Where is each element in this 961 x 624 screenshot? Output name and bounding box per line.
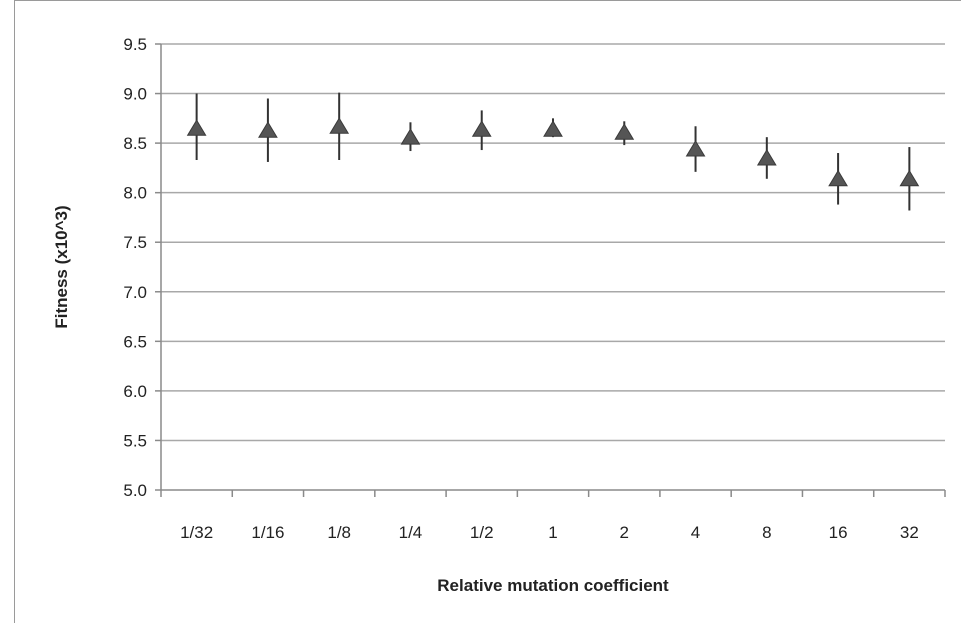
- data-point: [828, 153, 848, 205]
- triangle-marker: [685, 140, 706, 157]
- y-tick-label: 5.5: [123, 431, 147, 450]
- triangle-marker: [756, 148, 777, 166]
- data-point: [614, 121, 635, 146]
- x-tick-label: 1/2: [470, 523, 494, 542]
- triangle-marker: [258, 121, 278, 138]
- x-tick-label: 8: [762, 523, 771, 542]
- y-tick-label: 7.0: [123, 283, 147, 302]
- data-point: [329, 92, 350, 160]
- chart: 5.05.56.06.57.07.58.08.59.09.5 1/32 1/16 1…: [52, 35, 946, 595]
- triangle-marker: [899, 169, 920, 187]
- triangle-marker: [329, 117, 350, 134]
- x-tick-label: 4: [691, 523, 700, 542]
- x-tick-label: 1: [548, 523, 557, 542]
- data-point: [756, 137, 777, 179]
- data-point: [899, 147, 920, 211]
- data-point: [400, 122, 421, 152]
- gridlines: [161, 43, 945, 442]
- data-point: [543, 118, 563, 138]
- y-tick-label: 8.0: [123, 184, 147, 203]
- x-tick-label: 1/4: [399, 523, 423, 542]
- y-tick-label: 5.0: [123, 481, 147, 500]
- triangle-marker: [186, 119, 207, 136]
- x-tick-label: 2: [620, 523, 629, 542]
- data-point: [258, 98, 278, 162]
- x-tick-label: 1/16: [251, 523, 284, 542]
- x-tick-labels: 1/32 1/16 1/8 1/4 1/2 1 2 4 8 16 32: [180, 523, 919, 542]
- x-axis-label: Relative mutation coefficient: [437, 576, 669, 595]
- triangle-marker: [400, 128, 421, 145]
- y-axis-label: Fitness (x10^3): [52, 205, 71, 328]
- x-tick-label: 32: [900, 523, 919, 542]
- triangle-marker: [828, 169, 848, 187]
- triangle-marker: [614, 123, 635, 140]
- x-tick-label: 1/8: [327, 523, 351, 542]
- data-point: [186, 93, 207, 160]
- y-tick-label: 8.5: [123, 134, 147, 153]
- x-tick-label: 16: [829, 523, 848, 542]
- triangle-marker: [471, 120, 492, 137]
- data-point: [685, 126, 706, 172]
- triangle-marker: [543, 120, 563, 137]
- data-point: [471, 110, 492, 151]
- y-tick-labels: 5.0 5.5 6.0 6.5 7.0 7.5 8.0 8.5 9.0 9.5: [123, 35, 147, 500]
- x-tick-label: 1/32: [180, 523, 213, 542]
- data-points: [186, 92, 920, 211]
- y-tick-label: 7.5: [123, 233, 147, 252]
- y-tick-label: 6.0: [123, 382, 147, 401]
- y-tick-label: 9.5: [123, 35, 147, 54]
- chart-frame: 5.0 5.5 6.0 6.5 7.0 7.5 8.0 8.5 9.0 9.5 1/32 1/16 1…: [14, 0, 961, 623]
- axes: [155, 43, 946, 497]
- y-tick-label: 9.0: [123, 85, 147, 104]
- y-tick-label: 6.5: [123, 332, 147, 351]
